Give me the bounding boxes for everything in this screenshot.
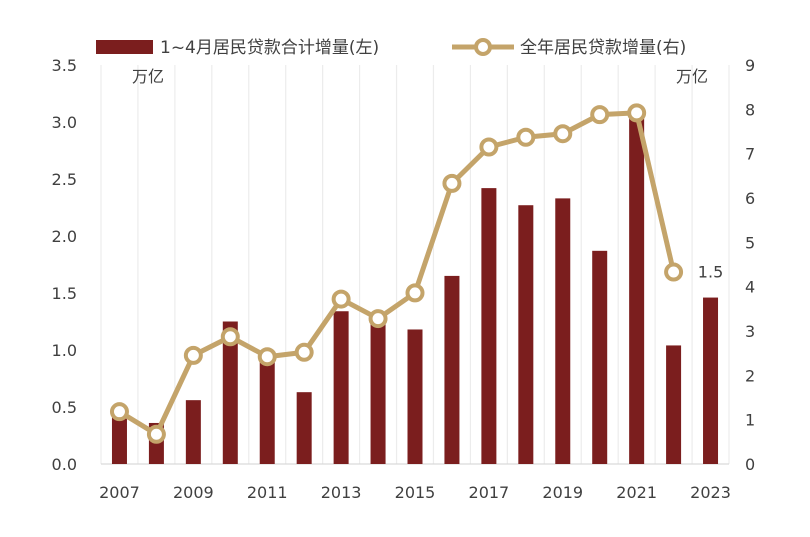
bar <box>629 118 645 464</box>
line-point <box>109 402 129 422</box>
y-right-tick-label: 4 <box>745 278 755 297</box>
line-point <box>479 137 499 157</box>
line-point <box>627 103 647 123</box>
y-right-tick-label: 3 <box>745 322 755 341</box>
bar <box>444 275 460 464</box>
y-left-tick-label: 3.5 <box>52 56 77 75</box>
legend-bar-label: 1~4月居民贷款合计增量(左) <box>160 38 379 58</box>
bar <box>222 321 238 464</box>
y-right-tick-label: 9 <box>745 56 755 75</box>
data-label: 1.5 <box>698 263 723 282</box>
x-tick-label: 2011 <box>247 483 288 502</box>
x-tick-label: 2023 <box>690 483 731 502</box>
y-left-unit-label: 万亿 <box>132 67 164 86</box>
x-tick-label: 2015 <box>395 483 436 502</box>
legend-bar-swatch <box>96 40 153 54</box>
legend-line-label: 全年居民贷款增量(右) <box>520 38 686 58</box>
y-right-tick-label: 5 <box>745 233 755 252</box>
bar <box>370 315 386 464</box>
y-left-tick-label: 1.5 <box>52 284 77 303</box>
y-right-unit-label: 万亿 <box>676 67 708 86</box>
x-tick-label: 2013 <box>321 483 362 502</box>
y-right-tick-label: 1 <box>745 411 755 430</box>
x-tick-label: 2019 <box>542 483 583 502</box>
bar <box>407 329 423 464</box>
line-point <box>590 105 610 125</box>
y-left-tick-label: 2.0 <box>52 227 77 246</box>
line-point <box>442 173 462 193</box>
line-point <box>405 283 425 303</box>
x-tick-label: 2017 <box>469 483 510 502</box>
bar <box>111 414 127 464</box>
bar <box>296 392 312 464</box>
x-tick-label: 2021 <box>616 483 657 502</box>
x-tick-label: 2009 <box>173 483 214 502</box>
bar <box>333 311 349 464</box>
y-left-tick-label: 0.0 <box>52 455 77 474</box>
y-right-tick-label: 6 <box>745 189 755 208</box>
line-point <box>146 424 166 444</box>
y-left-tick-label: 1.0 <box>52 341 77 360</box>
y-right-tick-label: 7 <box>745 145 755 164</box>
line-point <box>553 124 573 144</box>
legend-line-marker <box>474 38 492 56</box>
line-point <box>294 342 314 362</box>
y-right-tick-label: 8 <box>745 100 755 119</box>
x-tick-label: 2007 <box>99 483 140 502</box>
y-left-tick-label: 0.5 <box>52 398 77 417</box>
line-point <box>220 327 240 347</box>
bar <box>259 361 275 464</box>
bar <box>518 205 534 464</box>
y-right-tick-label: 0 <box>745 455 755 474</box>
line-point <box>368 309 388 329</box>
line-point <box>664 262 684 282</box>
line-point <box>183 345 203 365</box>
line-point <box>331 289 351 309</box>
series-line <box>118 110 677 437</box>
bar <box>481 188 497 464</box>
y-right-tick-label: 2 <box>745 366 755 385</box>
line-point <box>516 127 536 147</box>
bar <box>185 400 201 464</box>
line-point <box>257 347 277 367</box>
bar <box>666 345 682 464</box>
y-left-tick-label: 3.0 <box>52 113 77 132</box>
y-left-tick-label: 2.5 <box>52 170 77 189</box>
bar <box>703 297 719 464</box>
bar <box>592 250 608 464</box>
bar <box>555 198 571 464</box>
